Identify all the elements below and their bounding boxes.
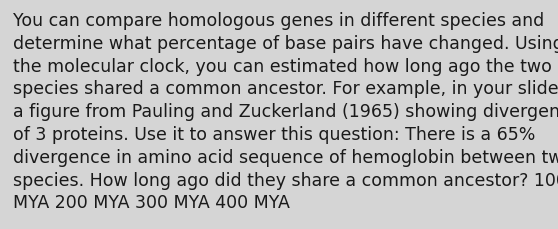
Text: a figure from Pauling and Zuckerland (1965) showing divergence: a figure from Pauling and Zuckerland (19… xyxy=(13,103,558,121)
Text: of 3 proteins. Use it to answer this question: There is a 65%: of 3 proteins. Use it to answer this que… xyxy=(13,125,535,143)
Text: the molecular clock, you can estimated how long ago the two: the molecular clock, you can estimated h… xyxy=(13,57,552,75)
Text: MYA 200 MYA 300 MYA 400 MYA: MYA 200 MYA 300 MYA 400 MYA xyxy=(13,194,290,211)
Text: species shared a common ancestor. For example, in your slides is: species shared a common ancestor. For ex… xyxy=(13,80,558,98)
Text: divergence in amino acid sequence of hemoglobin between two: divergence in amino acid sequence of hem… xyxy=(13,148,558,166)
Text: species. How long ago did they share a common ancestor? 100: species. How long ago did they share a c… xyxy=(13,171,558,189)
Text: determine what percentage of base pairs have changed. Using: determine what percentage of base pairs … xyxy=(13,35,558,53)
Text: You can compare homologous genes in different species and: You can compare homologous genes in diff… xyxy=(13,12,544,30)
